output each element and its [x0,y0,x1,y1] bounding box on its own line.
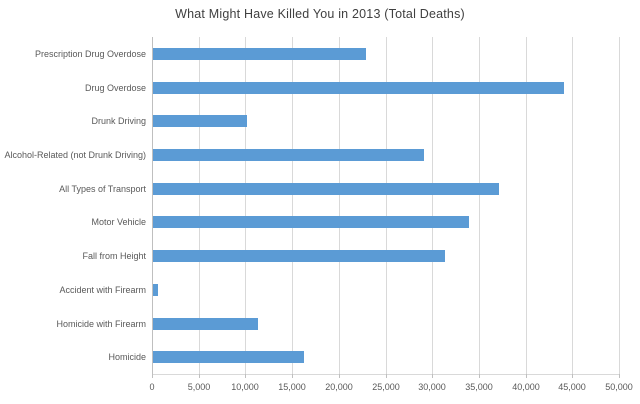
gridline [245,37,246,374]
x-tick-label: 25,000 [372,382,400,392]
category-label: Drug Overdose [84,82,146,93]
x-tick-label: 45,000 [558,382,586,392]
bar [153,250,445,263]
category-label: Drunk Driving [91,116,146,127]
bar [153,149,424,161]
x-tick-label: 35,000 [465,382,493,392]
axis-tick [572,374,573,378]
category-label: All Types of Transport [59,183,146,194]
x-tick-label: 40,000 [512,382,540,392]
category-label: Alcohol-Related (not Drunk Driving) [4,150,146,160]
gridline [572,37,573,374]
gridline [386,37,387,374]
x-tick-label: 5,000 [187,382,211,392]
gridline [479,37,480,374]
axis-tick [432,374,433,378]
category-label: Homicide [108,352,146,363]
x-tick-label: 10,000 [231,382,259,392]
gridline [199,37,200,374]
gridline [292,37,293,374]
axis-tick [386,374,387,378]
axis-tick [339,374,340,378]
bar [153,47,366,60]
x-tick-label: 50,000 [605,382,633,392]
bar [153,283,158,296]
category-label: Fall from Height [82,251,146,262]
x-tick-label: 30,000 [418,382,446,392]
bar [153,182,499,195]
bar [153,216,469,229]
chart-title: What Might Have Killed You in 2013 (Tota… [175,7,465,21]
x-tick-label: 15,000 [278,382,306,392]
y-axis-line [152,37,153,374]
category-label: Homicide with Firearm [56,318,146,329]
category-label: Prescription Drug Overdose [34,48,146,59]
axis-tick [479,374,480,378]
x-tick-label: 20,000 [325,382,353,392]
gridline [432,37,433,374]
axis-tick [152,374,153,378]
plot-area [152,37,620,374]
gridline [526,37,527,374]
axis-tick [526,374,527,378]
axis-tick [292,374,293,378]
x-tick-label: 0 [149,382,155,392]
gridline [619,37,620,374]
bar [153,317,258,330]
axis-tick [245,374,246,378]
category-label: Motor Vehicle [91,217,146,228]
bar [153,115,247,128]
bar [153,81,564,94]
axis-tick [199,374,200,378]
bar [153,351,304,364]
axis-tick [619,374,620,378]
gridline [339,37,340,374]
category-label: Accident with Firearm [59,284,146,295]
